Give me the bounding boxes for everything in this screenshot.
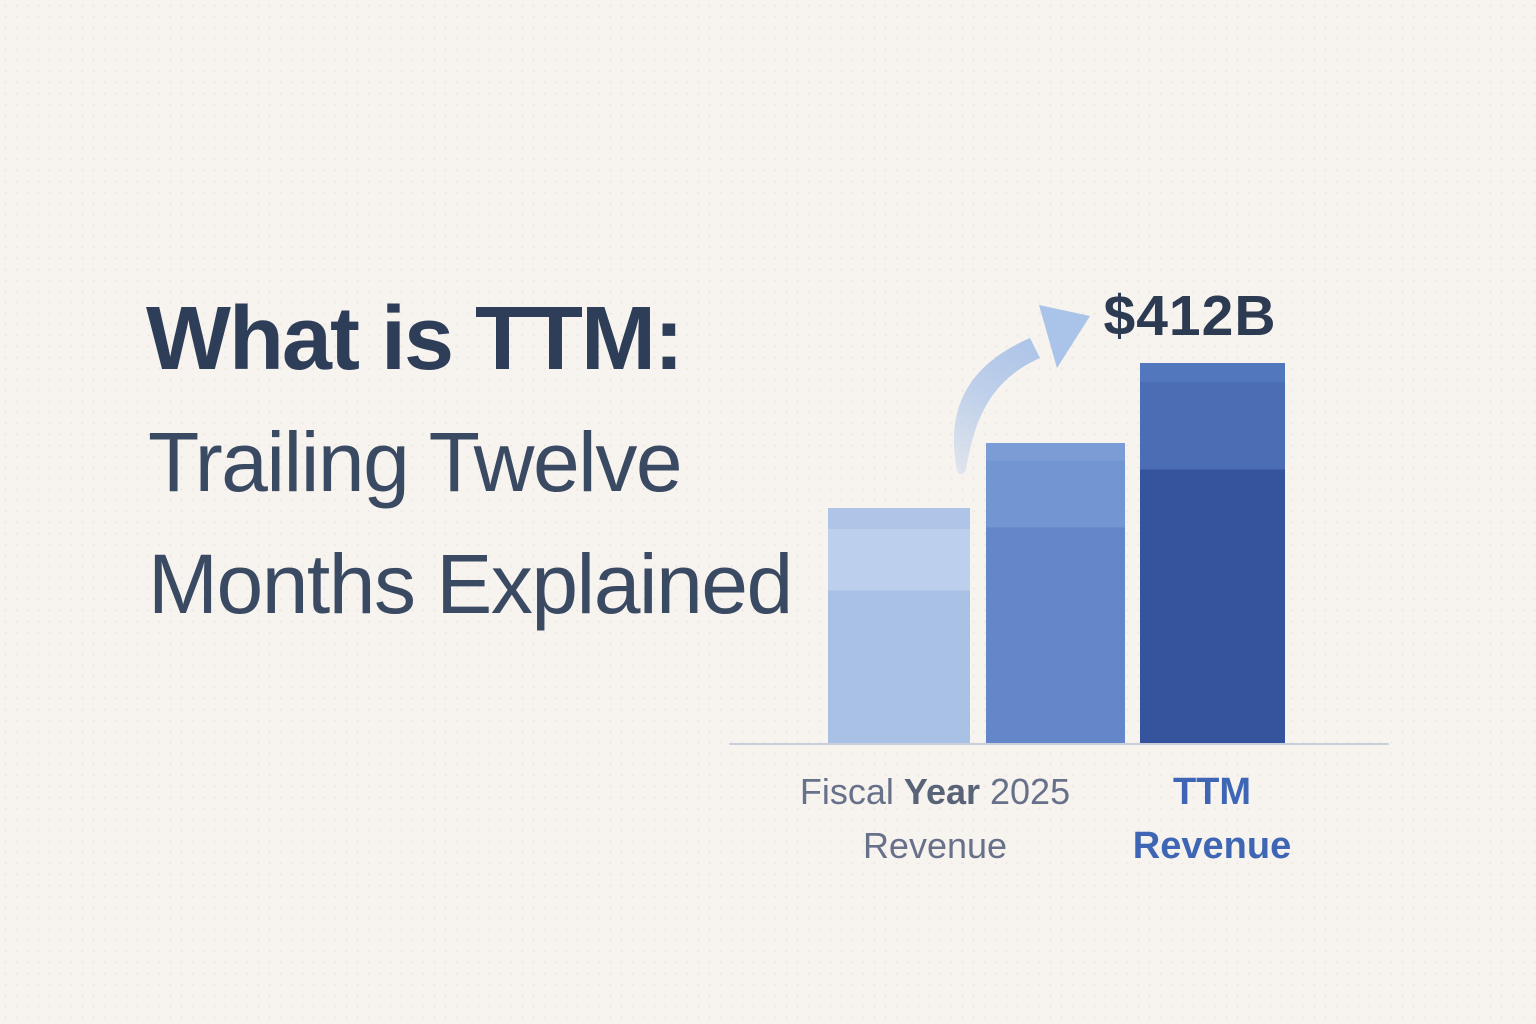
- arrow-head: [1039, 305, 1090, 368]
- bar-fy-revenue: [828, 508, 970, 744]
- category-label-fiscal-year: Fiscal Year 2025 Revenue: [775, 765, 1095, 873]
- page-title-line1: What is TTM:: [146, 289, 684, 389]
- fiscal-revenue-word: Revenue: [862, 825, 1008, 866]
- page-title-line3: Months Explained: [148, 537, 793, 631]
- ttm-revenue-word: Revenue: [1132, 825, 1292, 867]
- ttm-word: TTM: [1172, 771, 1252, 813]
- x-axis-line: [729, 743, 1389, 745]
- bar-mid-revenue: [986, 443, 1125, 744]
- bar-group: [828, 363, 1285, 744]
- fiscal-word: Fiscal: [799, 771, 894, 812]
- bar-ttm-revenue: [1140, 363, 1285, 744]
- category-label-ttm: TTM Revenue: [1082, 765, 1342, 873]
- ttm-value-label: $412B: [1103, 284, 1277, 348]
- arrow-shaft: [953, 338, 1040, 475]
- page-title-line2: Trailing Twelve: [148, 415, 683, 509]
- growth-arrow-icon: [953, 305, 1090, 475]
- year-number: 2025: [990, 771, 1071, 812]
- year-word: Year: [903, 771, 980, 812]
